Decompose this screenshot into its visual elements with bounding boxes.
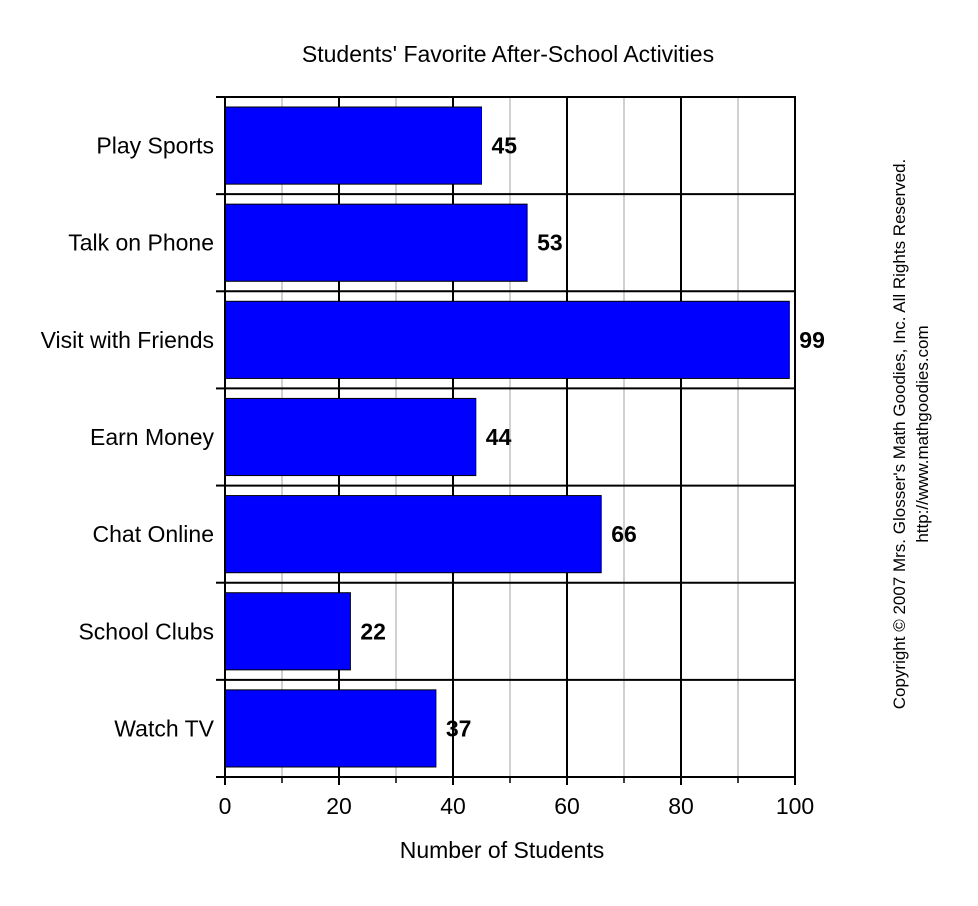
value-label: 99 [799, 327, 825, 353]
x-tick-label: 100 [776, 793, 814, 819]
category-label: Visit with Friends [41, 327, 214, 353]
bar [224, 106, 482, 185]
bar [224, 592, 351, 671]
category-labels: Play Sports Talk on Phone Visit with Frien… [41, 133, 215, 742]
y-axis-ticks [216, 96, 225, 778]
value-label: 44 [486, 424, 512, 450]
bar [224, 300, 790, 379]
x-tick-label: 40 [440, 793, 466, 819]
bars [224, 106, 790, 768]
value-label: 53 [537, 230, 563, 256]
value-label: 37 [446, 715, 472, 741]
category-label: Play Sports [96, 133, 214, 159]
category-label: School Clubs [78, 618, 214, 644]
value-labels: 45 53 99 44 66 22 37 [360, 133, 824, 742]
value-label: 66 [611, 521, 637, 547]
category-label: Watch TV [114, 715, 214, 741]
bar [224, 495, 602, 574]
x-axis-ticks: 0 20 40 60 80 100 [219, 777, 814, 819]
category-label: Earn Money [90, 424, 215, 450]
category-label: Chat Online [93, 521, 214, 547]
x-tick-label: 0 [219, 793, 232, 819]
x-tick-label: 80 [668, 793, 694, 819]
value-label: 22 [360, 618, 386, 644]
chart-title: Students' Favorite After-School Activiti… [302, 41, 714, 67]
bar [224, 203, 528, 282]
row-separators [225, 193, 795, 681]
x-tick-label: 20 [326, 793, 352, 819]
category-label: Talk on Phone [68, 230, 214, 256]
plot-frame [224, 96, 796, 778]
copyright-line-1: Copyright © 2007 Mrs. Glosser's Math Goo… [890, 159, 909, 710]
copyright-line-2: http://www.mathgoodies.com [913, 325, 932, 542]
bar [224, 397, 477, 477]
x-tick-label: 60 [554, 793, 580, 819]
bar [224, 689, 437, 768]
value-label: 45 [492, 133, 518, 159]
x-axis-label: Number of Students [400, 837, 605, 863]
